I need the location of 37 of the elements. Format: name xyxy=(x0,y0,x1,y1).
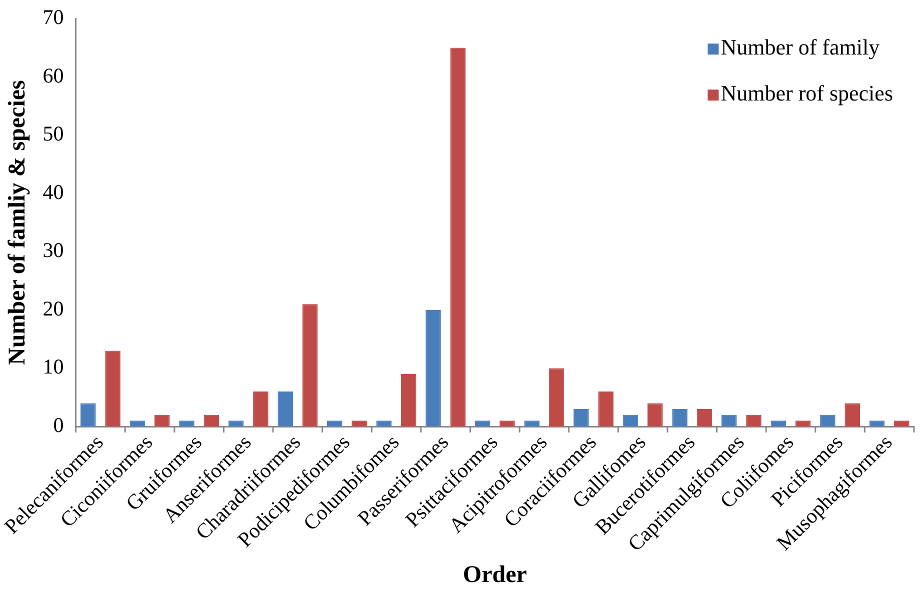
bar xyxy=(869,420,885,427)
y-tick-label: 50 xyxy=(42,122,64,146)
legend-label: Number of family xyxy=(720,34,880,60)
y-tick-label: 70 xyxy=(42,5,64,30)
bar xyxy=(80,403,96,427)
y-tick-label: 60 xyxy=(42,63,64,88)
bar xyxy=(105,350,120,427)
bar xyxy=(894,420,910,427)
bar xyxy=(474,420,490,427)
bar xyxy=(450,48,466,427)
bar xyxy=(179,420,194,427)
y-tick-label: 0 xyxy=(53,413,64,438)
bar xyxy=(598,392,614,427)
bar xyxy=(302,304,318,427)
y-tick-label: 40 xyxy=(42,180,64,204)
y-tick-label: 10 xyxy=(42,354,64,379)
bar xyxy=(278,392,293,427)
bar xyxy=(376,420,392,427)
x-axis-title: Order xyxy=(462,562,528,588)
bar xyxy=(770,420,786,427)
legend-label: Number rof species xyxy=(720,80,894,106)
y-tick-label: 30 xyxy=(42,238,64,262)
bar xyxy=(352,420,367,427)
bar xyxy=(327,420,342,427)
bar xyxy=(500,420,515,427)
y-axis-title: Number of famliy & species xyxy=(4,80,31,365)
bar xyxy=(253,392,268,427)
bar xyxy=(130,420,146,427)
y-tick-label: 20 xyxy=(42,296,64,320)
bar xyxy=(648,403,663,427)
bar xyxy=(795,420,811,427)
bar xyxy=(548,368,564,427)
bar xyxy=(524,420,540,427)
bar xyxy=(400,374,416,427)
bar xyxy=(228,420,244,427)
bar xyxy=(844,403,860,427)
bar xyxy=(426,310,441,427)
